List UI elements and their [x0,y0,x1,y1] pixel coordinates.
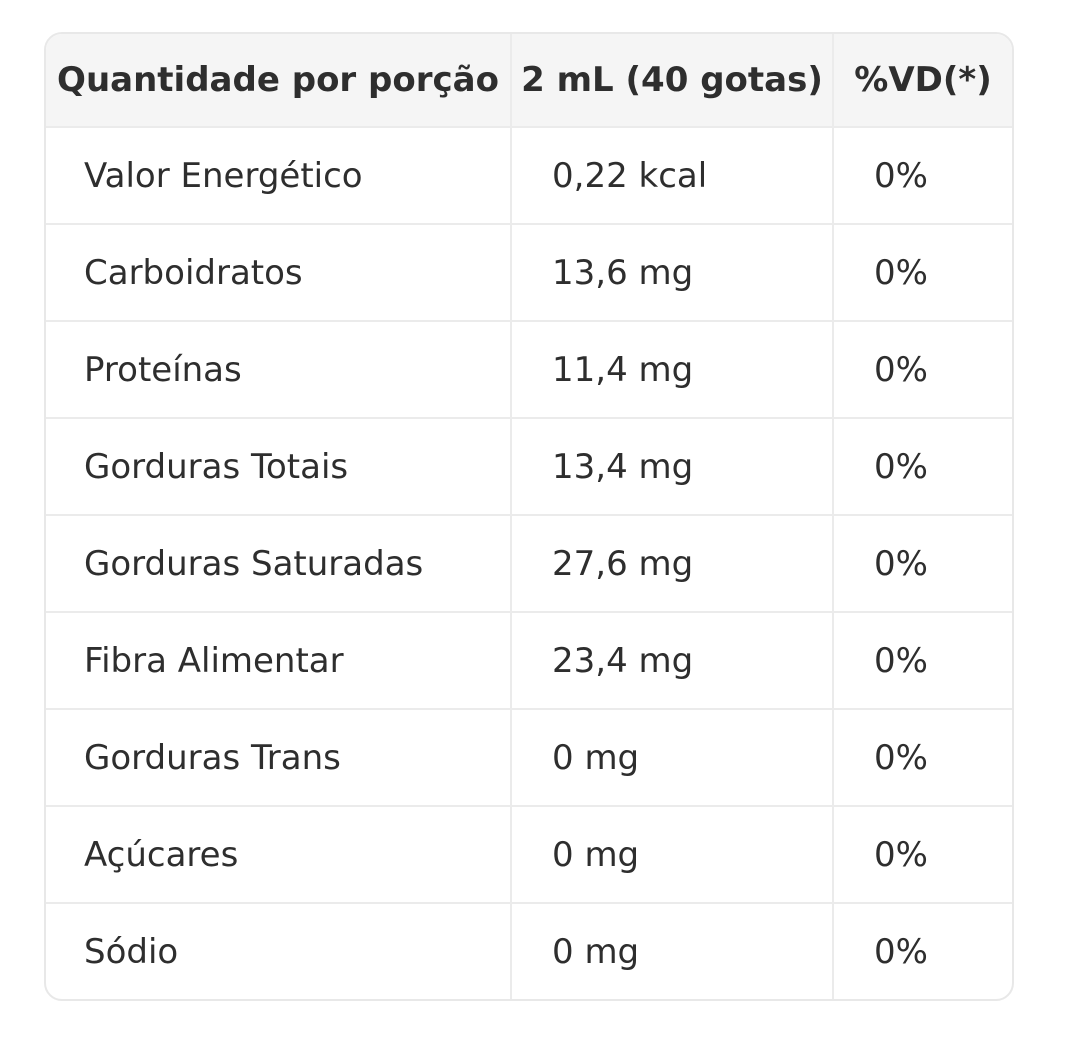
nutrition-table: Quantidade por porção 2 mL (40 gotas) %VD(… [44,32,1014,1001]
amount: 0,22 kcal [510,126,834,225]
header-row: Quantidade por porção 2 mL (40 gotas) %VD(… [46,34,1012,128]
amount: 27,6 mg [510,514,834,613]
amount: 11,4 mg [510,320,834,419]
nutrient-name: Açúcares [46,805,512,904]
table-row: Gorduras Trans 0 mg 0% [46,708,1012,807]
daily-value: 0% [832,223,1012,322]
table-row: Fibra Alimentar 23,4 mg 0% [46,611,1012,710]
daily-value: 0% [832,611,1012,710]
table-row: Gorduras Totais 13,4 mg 0% [46,417,1012,516]
table-row: Valor Energético 0,22 kcal 0% [46,126,1012,225]
amount: 13,6 mg [510,223,834,322]
header-cell: 2 mL (40 gotas) [510,34,834,128]
nutrient-name: Valor Energético [46,126,512,225]
table-row: Sódio 0 mg 0% [46,902,1012,999]
nutrient-name: Gorduras Trans [46,708,512,807]
amount: 0 mg [510,902,834,999]
daily-value: 0% [832,708,1012,807]
nutrient-name: Carboidratos [46,223,512,322]
header-cell: Quantidade por porção [46,34,512,128]
amount: 0 mg [510,805,834,904]
amount: 0 mg [510,708,834,807]
daily-value: 0% [832,320,1012,419]
nutrient-name: Gorduras Saturadas [46,514,512,613]
table-row: Proteínas 11,4 mg 0% [46,320,1012,419]
header-cell: %VD(*) [832,34,1012,128]
table: Quantidade por porção 2 mL (40 gotas) %VD(… [46,34,1012,999]
table-row: Carboidratos 13,6 mg 0% [46,223,1012,322]
daily-value: 0% [832,126,1012,225]
nutrient-name: Proteínas [46,320,512,419]
daily-value: 0% [832,514,1012,613]
daily-value: 0% [832,805,1012,904]
amount: 23,4 mg [510,611,834,710]
nutrient-name: Sódio [46,902,512,999]
table-row: Açúcares 0 mg 0% [46,805,1012,904]
amount: 13,4 mg [510,417,834,516]
nutrient-name: Fibra Alimentar [46,611,512,710]
daily-value: 0% [832,902,1012,999]
daily-value: 0% [832,417,1012,516]
nutrient-name: Gorduras Totais [46,417,512,516]
table-body: Valor Energético 0,22 kcal 0% Carboidratos 1… [46,126,1012,999]
table-row: Gorduras Saturadas 27,6 mg 0% [46,514,1012,613]
